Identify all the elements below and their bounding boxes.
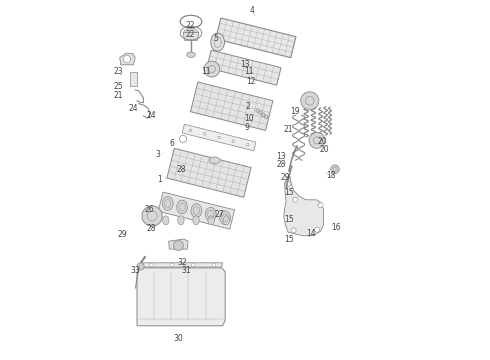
Circle shape: [142, 206, 162, 226]
Circle shape: [204, 61, 220, 77]
Text: 15: 15: [284, 215, 294, 224]
Polygon shape: [216, 18, 296, 58]
Text: 4: 4: [250, 6, 255, 15]
Text: 23: 23: [114, 68, 123, 77]
Circle shape: [286, 181, 291, 186]
Text: 13: 13: [240, 60, 250, 69]
Circle shape: [256, 109, 259, 112]
Circle shape: [179, 135, 187, 143]
Text: 27: 27: [214, 210, 224, 219]
Polygon shape: [284, 176, 323, 236]
Text: 22: 22: [186, 21, 195, 30]
Polygon shape: [183, 32, 199, 40]
Text: 29: 29: [117, 230, 127, 239]
Circle shape: [171, 263, 174, 267]
Text: 1: 1: [158, 175, 166, 184]
Text: 19: 19: [291, 107, 300, 116]
Text: 14: 14: [306, 230, 316, 239]
Text: 26: 26: [145, 205, 159, 214]
Polygon shape: [191, 82, 273, 130]
Circle shape: [331, 165, 339, 174]
Circle shape: [301, 92, 319, 110]
Polygon shape: [207, 50, 281, 85]
Polygon shape: [120, 53, 135, 65]
Text: 22: 22: [186, 30, 195, 39]
Text: 29: 29: [280, 173, 290, 181]
Ellipse shape: [205, 207, 216, 221]
Polygon shape: [167, 148, 251, 197]
Circle shape: [259, 111, 262, 114]
Ellipse shape: [163, 216, 169, 225]
Text: 18: 18: [326, 171, 336, 180]
Ellipse shape: [162, 197, 173, 210]
Polygon shape: [158, 192, 235, 229]
Text: 15: 15: [284, 188, 294, 197]
Text: 21: 21: [114, 91, 123, 100]
Circle shape: [203, 133, 206, 135]
Text: 30: 30: [173, 334, 183, 343]
Text: 21: 21: [283, 125, 293, 134]
Text: 5: 5: [213, 34, 221, 43]
Circle shape: [123, 55, 130, 63]
Text: 15: 15: [284, 235, 294, 243]
Text: 24: 24: [128, 104, 138, 112]
Circle shape: [149, 263, 153, 267]
Text: 33: 33: [130, 266, 140, 275]
Circle shape: [262, 113, 265, 117]
Ellipse shape: [220, 211, 230, 225]
Polygon shape: [137, 268, 225, 326]
Circle shape: [318, 203, 323, 208]
Text: 10: 10: [244, 114, 253, 123]
Text: 16: 16: [331, 223, 341, 232]
Ellipse shape: [183, 28, 198, 38]
Polygon shape: [169, 239, 188, 249]
Ellipse shape: [178, 216, 184, 225]
Circle shape: [173, 240, 183, 251]
Circle shape: [315, 227, 319, 232]
Text: 31: 31: [181, 266, 191, 275]
Text: 3: 3: [155, 150, 164, 159]
Ellipse shape: [208, 216, 215, 225]
Circle shape: [309, 132, 325, 148]
Polygon shape: [130, 72, 137, 86]
Text: 2: 2: [242, 102, 250, 112]
Circle shape: [189, 129, 192, 132]
Circle shape: [212, 263, 216, 267]
Ellipse shape: [191, 204, 202, 217]
Text: 9: 9: [242, 123, 249, 132]
Circle shape: [137, 263, 144, 270]
Ellipse shape: [193, 216, 199, 225]
Circle shape: [265, 115, 268, 119]
Ellipse shape: [209, 157, 220, 163]
Ellipse shape: [187, 52, 196, 57]
Ellipse shape: [223, 216, 229, 225]
Circle shape: [246, 143, 249, 146]
Circle shape: [232, 140, 235, 142]
Ellipse shape: [177, 200, 188, 214]
Polygon shape: [141, 263, 222, 267]
Text: 28: 28: [147, 224, 156, 233]
Text: 24: 24: [147, 111, 156, 120]
Circle shape: [218, 136, 220, 139]
Text: 20: 20: [319, 145, 329, 154]
Text: 11: 11: [244, 68, 253, 77]
Text: 12: 12: [246, 77, 255, 85]
Polygon shape: [182, 124, 256, 151]
Text: 6: 6: [169, 139, 177, 148]
Text: 28: 28: [276, 161, 286, 169]
Text: 20: 20: [317, 137, 327, 146]
Text: 28: 28: [176, 165, 186, 174]
Circle shape: [291, 228, 296, 233]
Circle shape: [192, 263, 195, 267]
Text: 13: 13: [276, 153, 286, 161]
Text: 32: 32: [177, 258, 187, 267]
Text: 25: 25: [114, 82, 123, 91]
Circle shape: [293, 197, 298, 202]
Ellipse shape: [211, 33, 224, 51]
Text: 11: 11: [201, 68, 211, 77]
